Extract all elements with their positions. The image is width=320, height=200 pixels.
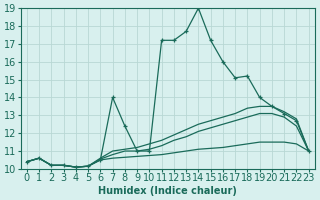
X-axis label: Humidex (Indice chaleur): Humidex (Indice chaleur) — [98, 186, 237, 196]
